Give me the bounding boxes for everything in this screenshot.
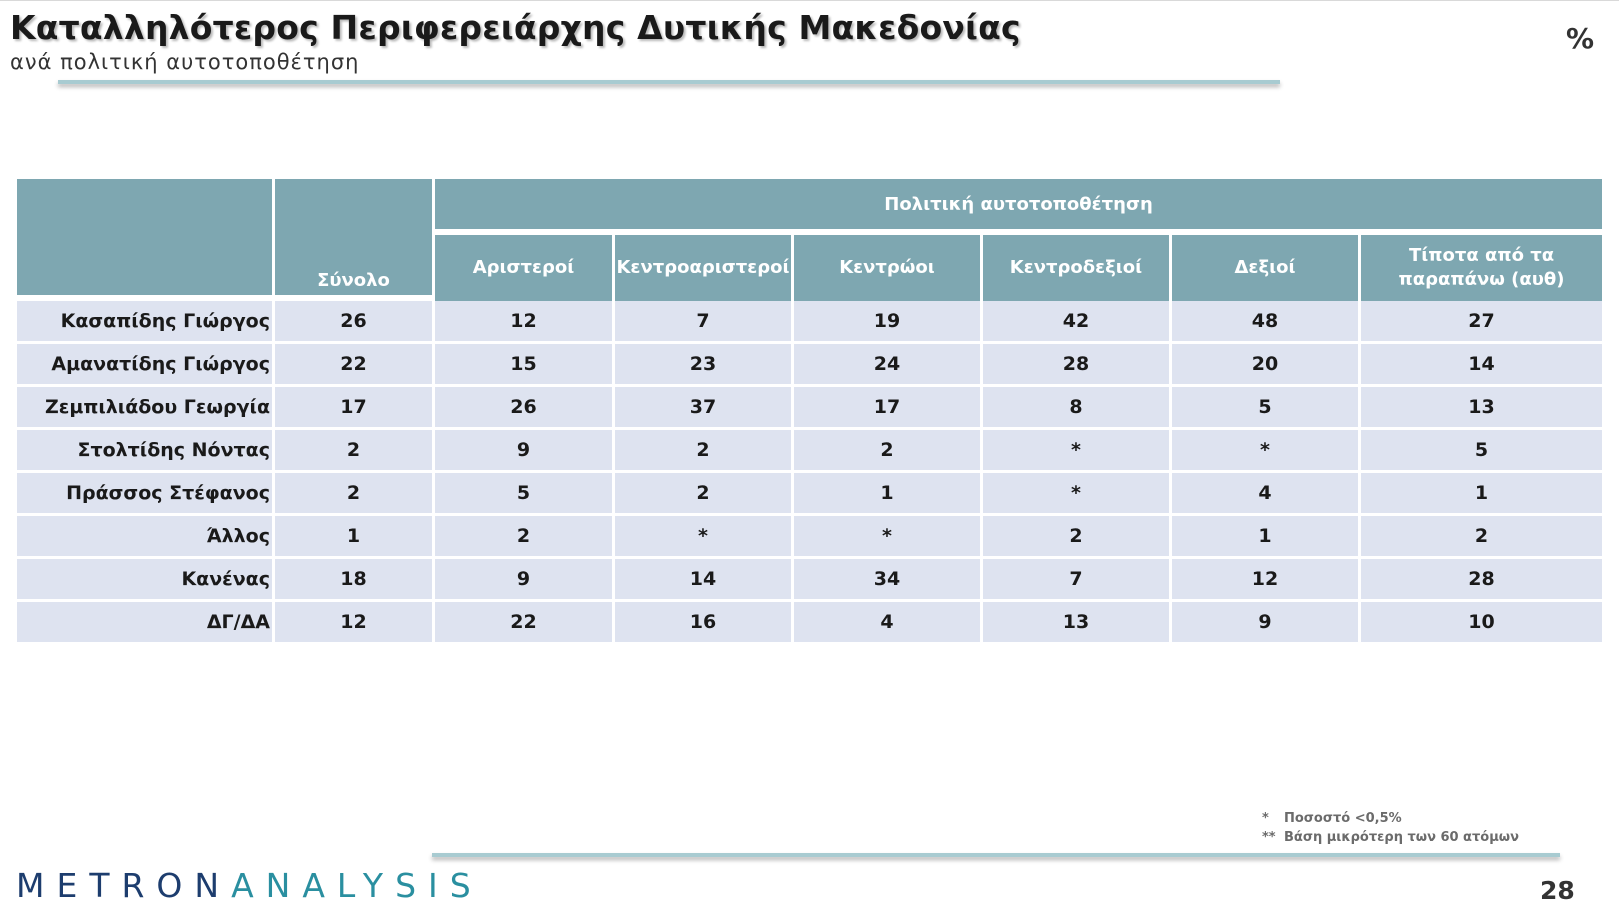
table-cell: 2 xyxy=(432,513,612,556)
table-cell: 17 xyxy=(272,384,432,427)
top-rule xyxy=(0,0,1619,1)
footer-rule xyxy=(432,853,1560,857)
footnote-2: ** Βάση μικρότερη των 60 ατόμων xyxy=(1262,830,1519,845)
column-header: Κεντρώοι xyxy=(791,235,980,301)
table-row: Κανένας 18 9 14 34 7 12 28 xyxy=(17,556,1603,599)
table-cell: 5 xyxy=(1169,384,1358,427)
table-cell: 16 xyxy=(612,599,791,642)
table-cell: 15 xyxy=(432,341,612,384)
table-cell: 2 xyxy=(980,513,1169,556)
table-cell: 14 xyxy=(1358,341,1603,384)
results-table: Σύνολο Πολιτική αυτοτοποθέτηση Αριστεροί… xyxy=(17,179,1603,642)
table-cell: 42 xyxy=(980,301,1169,341)
table-cell: 22 xyxy=(432,599,612,642)
header-blank-cell xyxy=(17,179,272,301)
table-cell: * xyxy=(980,427,1169,470)
table-cell: 2 xyxy=(272,427,432,470)
table-cell: 9 xyxy=(1169,599,1358,642)
table-cell: 4 xyxy=(791,599,980,642)
column-header: Κεντροδεξιοί xyxy=(980,235,1169,301)
table-cell: 7 xyxy=(612,301,791,341)
table-cell: 7 xyxy=(980,556,1169,599)
table-row: Κασαπίδης Γιώργος 26 12 7 19 42 48 27 xyxy=(17,301,1603,341)
column-header: Αριστεροί xyxy=(432,235,612,301)
column-header: Κεντροαριστεροί xyxy=(612,235,791,301)
table-cell: 1 xyxy=(1358,470,1603,513)
table-cell: 28 xyxy=(980,341,1169,384)
table-cell: 17 xyxy=(791,384,980,427)
table-cell: * xyxy=(791,513,980,556)
row-label: Ζεμπιλιάδου Γεωργία xyxy=(17,384,272,427)
table-cell: 48 xyxy=(1169,301,1358,341)
table-cell: 2 xyxy=(612,427,791,470)
row-label: Αμανατίδης Γιώργος xyxy=(17,341,272,384)
table-cell: 9 xyxy=(432,556,612,599)
table-row: Αμανατίδης Γιώργος 22 15 23 24 28 20 14 xyxy=(17,341,1603,384)
table-cell: 2 xyxy=(612,470,791,513)
table-cell: 18 xyxy=(272,556,432,599)
table-cell: 1 xyxy=(791,470,980,513)
table-row: Στολτίδης Νόντας 2 9 2 2 * * 5 xyxy=(17,427,1603,470)
table-cell: 28 xyxy=(1358,556,1603,599)
table-cell: 27 xyxy=(1358,301,1603,341)
table-cell: 20 xyxy=(1169,341,1358,384)
table-cell: 26 xyxy=(272,301,432,341)
table-cell: 12 xyxy=(432,301,612,341)
table-cell: 9 xyxy=(432,427,612,470)
table-row: Πράσσος Στέφανος 2 5 2 1 * 4 1 xyxy=(17,470,1603,513)
table-cell: 12 xyxy=(1169,556,1358,599)
table-cell: 23 xyxy=(612,341,791,384)
footnote-1: * Ποσοστό <0,5% xyxy=(1262,811,1402,826)
table-row: Άλλος 1 2 * * 2 1 2 xyxy=(17,513,1603,556)
unit-label: % xyxy=(1566,22,1595,55)
column-header-row: Αριστεροί Κεντροαριστεροί Κεντρώοι Κεντροδε… xyxy=(17,235,1603,301)
row-label: Κανένας xyxy=(17,556,272,599)
table-cell: 1 xyxy=(1169,513,1358,556)
row-label: Κασαπίδης Γιώργος xyxy=(17,301,272,341)
table-cell: 10 xyxy=(1358,599,1603,642)
table-cell: 14 xyxy=(612,556,791,599)
table-cell: 12 xyxy=(272,599,432,642)
header-group-political: Πολιτική αυτοτοποθέτηση xyxy=(432,179,1603,235)
table-cell: 34 xyxy=(791,556,980,599)
table-row: Ζεμπιλιάδου Γεωργία 17 26 37 17 8 5 13 xyxy=(17,384,1603,427)
table-cell: 5 xyxy=(432,470,612,513)
row-label: ΔΓ/ΔΑ xyxy=(17,599,272,642)
header-total: Σύνολο xyxy=(272,179,432,301)
table-cell: 5 xyxy=(1358,427,1603,470)
table-cell: 2 xyxy=(1358,513,1603,556)
table-cell: 26 xyxy=(432,384,612,427)
slide-title: Καταλληλότερος Περιφερειάρχης Δυτικής Μα… xyxy=(10,8,1021,47)
table-cell: * xyxy=(612,513,791,556)
table-cell: 2 xyxy=(272,470,432,513)
row-label: Άλλος xyxy=(17,513,272,556)
table-cell: 4 xyxy=(1169,470,1358,513)
table-body: Κασαπίδης Γιώργος 26 12 7 19 42 48 27 Αμανατίδης… xyxy=(17,301,1603,642)
table-row: ΔΓ/ΔΑ 12 22 16 4 13 9 10 xyxy=(17,599,1603,642)
row-label: Πράσσος Στέφανος xyxy=(17,470,272,513)
table-cell: * xyxy=(1169,427,1358,470)
table-cell: 13 xyxy=(980,599,1169,642)
slide-subtitle: ανά πολιτική αυτοτοποθέτηση xyxy=(10,50,360,74)
table-cell: 13 xyxy=(1358,384,1603,427)
table-cell: 8 xyxy=(980,384,1169,427)
table-cell: * xyxy=(980,470,1169,513)
footnotes: * Ποσοστό <0,5% ** Βάση μικρότερη των 60 α… xyxy=(1262,809,1519,847)
column-header: Τίποτα από τα παραπάνω (αυθ) xyxy=(1358,235,1603,301)
table-cell: 24 xyxy=(791,341,980,384)
table-cell: 37 xyxy=(612,384,791,427)
table-cell: 19 xyxy=(791,301,980,341)
row-label: Στολτίδης Νόντας xyxy=(17,427,272,470)
page-number: 28 xyxy=(1540,876,1575,905)
table-cell: 1 xyxy=(272,513,432,556)
column-header: Δεξιοί xyxy=(1169,235,1358,301)
title-underline xyxy=(58,80,1280,84)
table-cell: 2 xyxy=(791,427,980,470)
metron-analysis-logo: METRONANALYSIS xyxy=(16,866,483,905)
table-cell: 22 xyxy=(272,341,432,384)
